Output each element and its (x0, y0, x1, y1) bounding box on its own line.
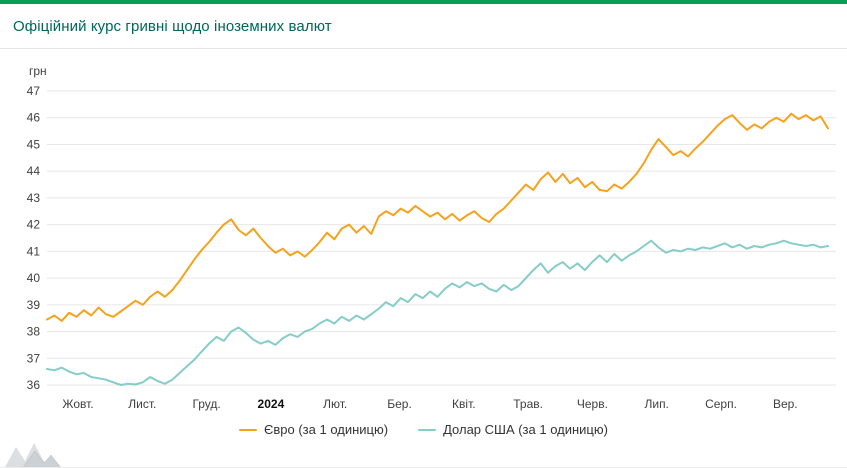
svg-text:45: 45 (27, 137, 41, 151)
svg-text:44: 44 (27, 164, 41, 178)
accent-bar (0, 0, 847, 4)
svg-text:40: 40 (27, 271, 41, 285)
chart-legend: Євро (за 1 одиницю) Долар США (за 1 один… (0, 422, 847, 437)
svg-text:Квіт.: Квіт. (452, 397, 476, 411)
page-title: Офіційний курс гривні щодо іноземних вал… (13, 17, 332, 35)
svg-text:Жовт.: Жовт. (62, 397, 93, 411)
svg-text:43: 43 (27, 191, 41, 205)
widget-header: Офіційний курс гривні щодо іноземних вал… (0, 4, 847, 49)
svg-text:39: 39 (27, 298, 41, 312)
euro-line-swatch (239, 428, 258, 431)
svg-text:Груд.: Груд. (192, 397, 220, 411)
svg-text:47: 47 (27, 84, 41, 98)
svg-text:37: 37 (27, 351, 41, 365)
legend-item-usd[interactable]: Долар США (за 1 одиницю) (418, 422, 608, 437)
svg-text:Вер.: Вер. (773, 397, 798, 411)
svg-text:41: 41 (27, 244, 41, 258)
svg-text:Лист.: Лист. (128, 397, 156, 411)
legend-label-euro: Євро (за 1 одиницю) (264, 422, 389, 437)
svg-text:42: 42 (27, 218, 41, 232)
svg-text:36: 36 (27, 378, 41, 392)
svg-text:38: 38 (27, 325, 41, 339)
svg-text:Бер.: Бер. (387, 397, 412, 411)
usd-line-swatch (418, 428, 437, 431)
svg-text:46: 46 (27, 111, 41, 125)
svg-text:2024: 2024 (258, 397, 285, 411)
svg-text:Лип.: Лип. (644, 397, 668, 411)
y-axis-unit-label: грн (29, 64, 47, 78)
svg-text:Трав.: Трав. (513, 397, 543, 411)
svg-text:Лют.: Лют. (323, 397, 347, 411)
legend-label-usd: Долар США (за 1 одиницю) (443, 422, 608, 437)
watermark-logo (5, 443, 61, 467)
svg-text:Черв.: Черв. (577, 397, 608, 411)
svg-text:Серп.: Серп. (705, 397, 737, 411)
legend-item-euro[interactable]: Євро (за 1 одиницю) (239, 422, 388, 437)
